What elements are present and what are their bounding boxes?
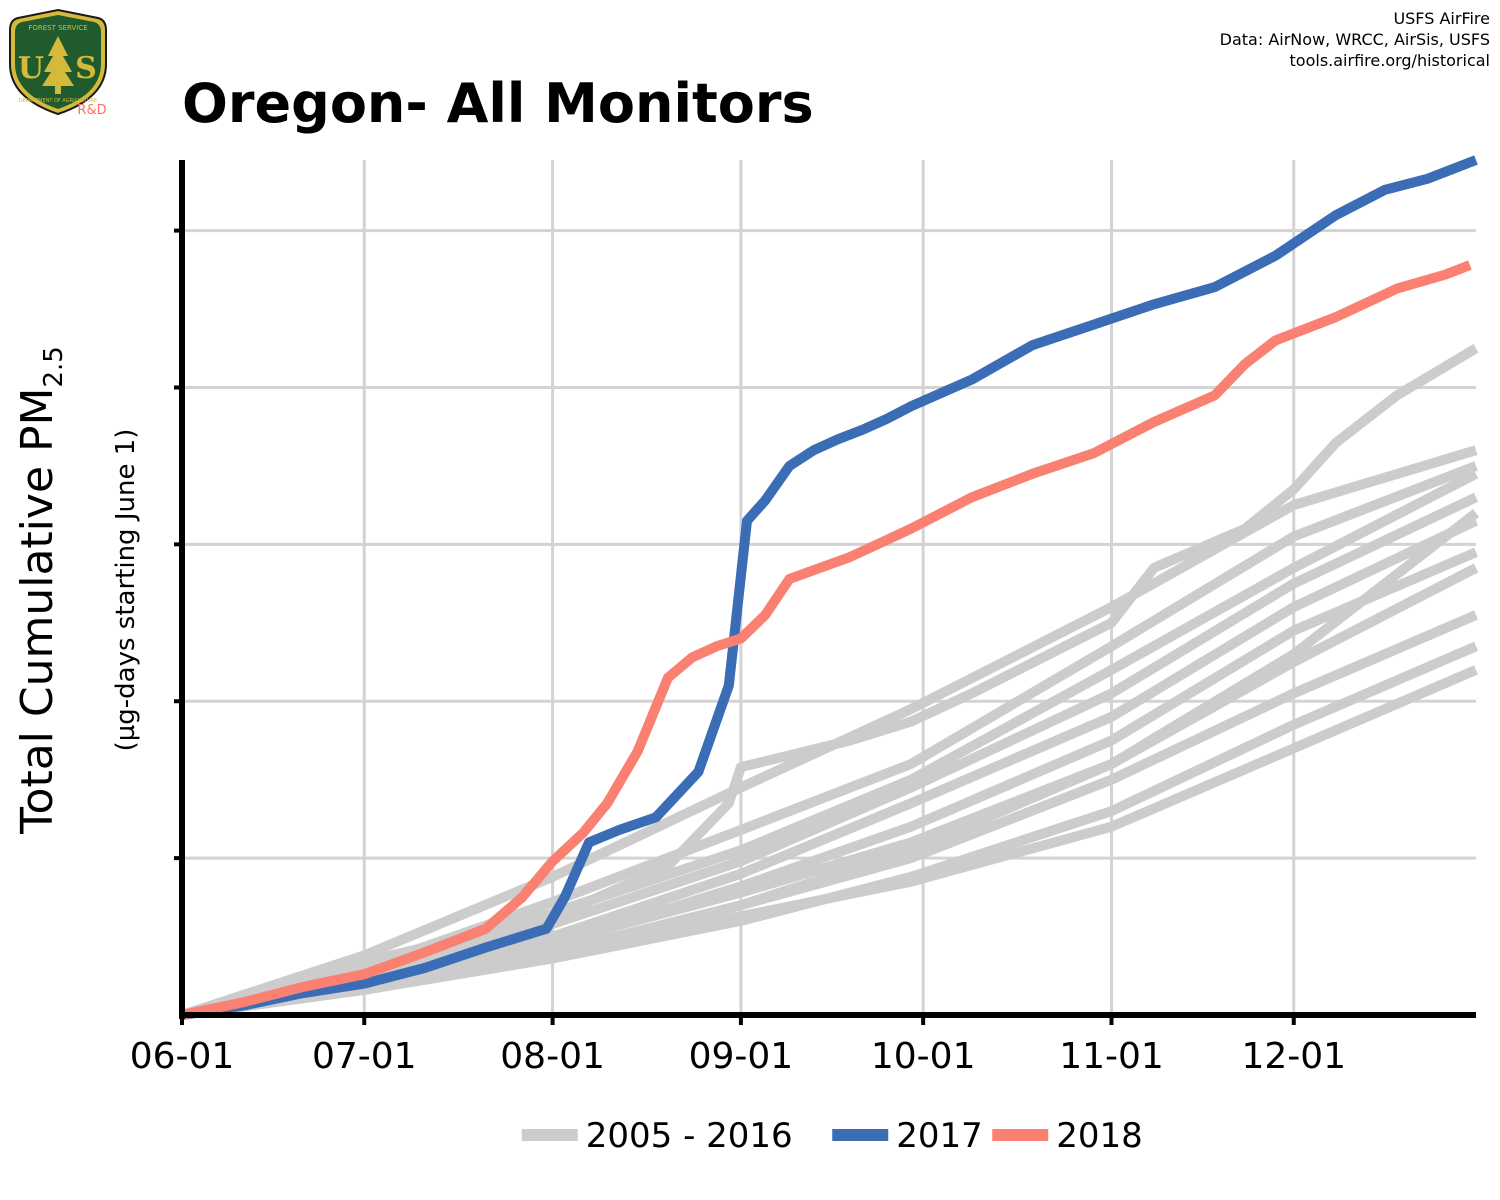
grid-lines <box>182 160 1476 1015</box>
x-tick-label: 06-01 <box>130 1036 235 1077</box>
y-axis-label: Total Cumulative PM2.5 (µg-days starting… <box>12 346 141 835</box>
logo-tree-icon <box>42 36 74 94</box>
usfs-logo: U S FOREST SERVICE DEPARTMENT OF AGRICUL… <box>9 8 107 118</box>
legend-label: 2018 <box>1056 1116 1143 1156</box>
x-tick-label: 12-01 <box>1241 1036 1346 1077</box>
chart-title: Oregon- All Monitors <box>182 72 814 135</box>
data-credits: USFS AirFire Data: AirNow, WRCC, AirSis,… <box>1220 8 1490 71</box>
series-lines <box>180 155 1480 1020</box>
credit-line: USFS AirFire <box>1393 9 1490 28</box>
logo-letter-s: S <box>75 51 97 86</box>
x-tick-label: 09-01 <box>689 1036 794 1077</box>
series-line-2017 <box>181 155 1478 1020</box>
series-line-historical <box>181 509 1480 1020</box>
x-tick-label: 11-01 <box>1059 1036 1164 1077</box>
y-axis-title: Total Cumulative PM2.5 <box>12 346 69 835</box>
x-tick-label: 08-01 <box>500 1036 605 1077</box>
logo-top-text: FOREST SERVICE <box>28 24 87 32</box>
legend-label: 2017 <box>896 1116 983 1156</box>
x-tick-label: 07-01 <box>312 1036 417 1077</box>
legend-label: 2005 - 2016 <box>586 1116 793 1156</box>
series-line-historical <box>180 461 1478 1020</box>
logo-letter-u: U <box>18 51 44 86</box>
x-tick-labels: 06-01 07-01 08-01 09-01 10-01 11-01 12-01 <box>130 1036 1346 1077</box>
logo-rd-tag: R&D <box>77 103 106 118</box>
series-line-historical <box>180 445 1478 1020</box>
x-tick-label: 10-01 <box>871 1036 976 1077</box>
credit-line: tools.airfire.org/historical <box>1289 51 1490 70</box>
credit-line: Data: AirNow, WRCC, AirSis, USFS <box>1219 30 1490 49</box>
legend: 2005 - 2016 2017 2018 <box>521 1116 1143 1156</box>
legend-item: 2005 - 2016 <box>521 1116 793 1156</box>
y-axis-subtitle: (µg-days starting June 1) <box>111 429 141 752</box>
legend-item: 2018 <box>992 1116 1143 1156</box>
series-line-2018 <box>180 260 1472 1020</box>
legend-item: 2017 <box>832 1116 983 1156</box>
axes <box>174 160 1476 1025</box>
logo-bottom-text: DEPARTMENT OF AGRICULTURE <box>19 98 97 104</box>
